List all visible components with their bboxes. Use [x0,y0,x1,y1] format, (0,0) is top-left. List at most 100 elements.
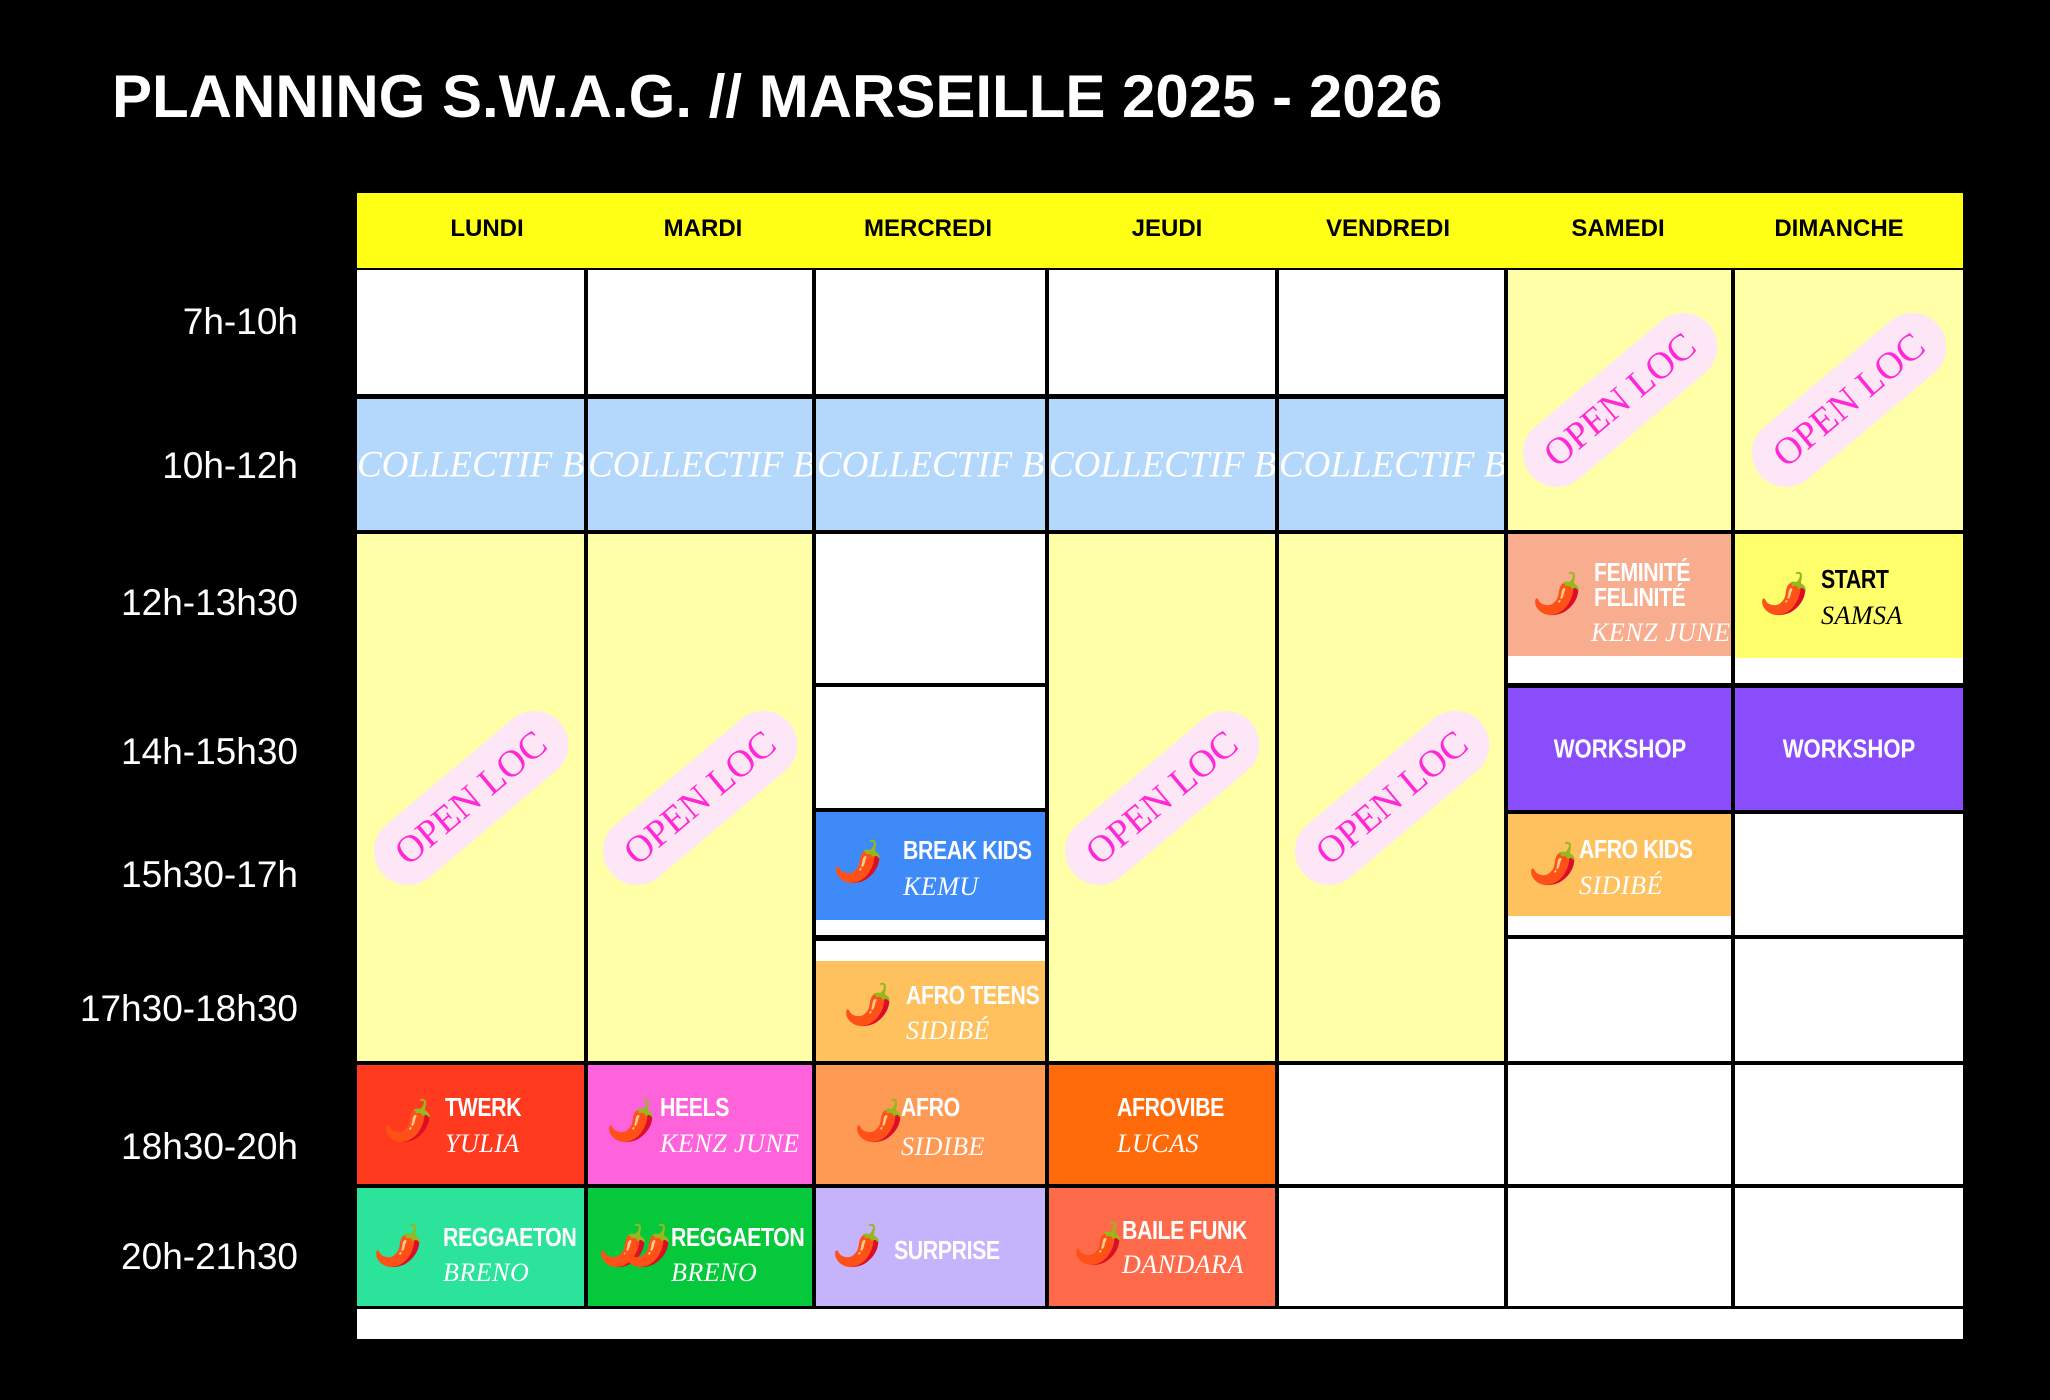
page-title: PLANNING S.W.A.G. // MARSEILLE 2025 - 20… [112,63,1443,130]
class-name: SURPRISE [894,1235,1000,1265]
teacher-name: SIDIBE [901,1132,985,1161]
open-loc-slot[interactable]: OPEN LOC [1279,534,1504,1061]
teacher-name: BRENO [443,1258,530,1287]
class-name: WORKSHOP [1553,733,1686,764]
class-twerk[interactable]: 🌶️ TWERK YULIA [357,1065,584,1184]
empty-slot [1735,1188,1963,1306]
day-header-mercredi: MERCREDI [863,215,993,242]
empty-slot [588,270,812,394]
collectif-b-slot[interactable]: COLLECTIF B [1049,399,1275,530]
hot-pepper-icon: 🌶️ [1759,572,1809,616]
time-label: 10h-12h [162,445,298,486]
class-surprise[interactable]: 🌶️ SURPRISE [816,1188,1045,1306]
time-label: 12h-13h30 [121,582,298,623]
day-header-bar [357,193,1963,268]
empty-slot [1508,939,1731,1061]
hot-pepper-icon: 🌶️ [598,1224,648,1268]
teacher-name: SIDIBÉ [906,1016,990,1045]
teacher-name: KENZ JUNE [1591,618,1731,647]
class-name: FEMINITÉ [1594,557,1691,587]
class-name: AFRO [901,1092,960,1122]
class-reggaeton[interactable]: 🌶️ REGGAETON BRENO [357,1188,584,1306]
hot-pepper-icon: 🌶️ [1532,572,1582,616]
open-loc-label: OPEN LOC [1051,696,1273,899]
class-name: HEELS [660,1092,730,1122]
collectif-b-label: COLLECTIF B [357,444,584,485]
open-loc-label: OPEN LOC [1280,696,1503,899]
hot-pepper-icon: 🌶️ [622,1224,672,1268]
empty-slot [1735,939,1963,1061]
time-label: 14h-15h30 [121,731,298,772]
hot-pepper-icon: 🌶️ [843,983,893,1027]
hot-pepper-icon: 🌶️ [833,840,883,884]
time-label: 7h-10h [182,301,298,342]
hot-pepper-icon: 🌶️ [832,1224,882,1268]
day-header-mardi: MARDI [663,215,743,242]
empty-slot [1279,1188,1504,1306]
class-name: TWERK [445,1092,522,1122]
hot-pepper-icon: 🌶️ [1528,842,1578,886]
open-loc-slot[interactable]: OPEN LOC [588,534,812,1061]
class-heels[interactable]: 🌶️ HEELS KENZ JUNE [588,1065,812,1184]
open-loc-label: OPEN LOC [589,696,811,899]
empty-slot [1508,1065,1731,1184]
collectif-b-label: COLLECTIF B [816,444,1045,485]
hot-pepper-icon: 🌶️ [606,1099,656,1143]
class-name: BAILE FUNK [1122,1215,1247,1245]
day-header-jeudi: JEUDI [1131,215,1203,242]
time-label: 17h30-18h30 [79,988,298,1029]
empty-slot [1049,270,1275,394]
class-name: START [1821,564,1889,594]
empty-slot [816,270,1045,394]
collectif-b-slot[interactable]: COLLECTIF B [816,399,1045,530]
collectif-b-label: COLLECTIF B [1279,444,1504,485]
teacher-name: YULIA [445,1129,520,1158]
class-afro[interactable]: 🌶️ AFRO SIDIBE [816,1065,1045,1184]
collectif-b-label: COLLECTIF B [1049,444,1275,485]
class-break-kids[interactable]: 🌶️ BREAK KIDS KEMU [816,812,1045,920]
empty-slot [1735,1065,1963,1184]
class-afro-teens[interactable]: 🌶️ AFRO TEENS SIDIBÉ [816,961,1045,1061]
class-baile-funk[interactable]: 🌶️ BAILE FUNK DANDARA [1049,1188,1275,1306]
teacher-name: DANDARA [1122,1250,1244,1279]
open-loc-label: OPEN LOC [1738,299,1960,501]
class-name: AFROVIBE [1117,1092,1224,1122]
day-header-dimanche: DIMANCHE [1774,215,1904,242]
empty-slot [816,687,1045,808]
empty-slot [357,270,584,394]
collectif-b-slot[interactable]: COLLECTIF B [1279,399,1504,530]
teacher-name: SAMSA [1821,601,1903,630]
class-name: AFRO KIDS [1579,834,1693,864]
class-workshop[interactable]: WORKSHOP [1508,688,1731,810]
open-loc-slot[interactable]: OPEN LOC [1049,534,1275,1061]
class-reggaeton[interactable]: 🌶️ 🌶️ REGGAETON BRENO [588,1188,812,1306]
collectif-b-slot[interactable]: COLLECTIF B [588,399,812,530]
teacher-name: BRENO [671,1258,758,1287]
class-afrovibe[interactable]: AFROVIBE LUCAS [1049,1065,1275,1184]
collectif-b-label: COLLECTIF B [588,444,812,485]
hot-pepper-icon: 🌶️ [1073,1222,1123,1266]
teacher-name: KEMU [903,872,979,901]
class-feminite-felinite[interactable]: 🌶️ FEMINITÉ FELINITÉ KENZ JUNE [1508,534,1731,656]
day-header-lundi: LUNDI [450,215,524,242]
class-workshop[interactable]: WORKSHOP [1735,688,1963,810]
time-label: 15h30-17h [121,854,298,895]
empty-slot [1508,1188,1731,1306]
class-start[interactable]: 🌶️ START SAMSA [1735,534,1963,658]
time-label: 18h30-20h [121,1126,298,1167]
class-name: REGGAETON [671,1222,805,1252]
class-name: WORKSHOP [1782,733,1916,764]
collectif-b-slot[interactable]: COLLECTIF B [357,399,584,530]
bottom-strip [357,1309,1963,1339]
open-loc-label: OPEN LOC [359,696,582,899]
class-afro-kids[interactable]: 🌶️ AFRO KIDS SIDIBÉ [1508,814,1731,916]
class-name: BREAK KIDS [903,835,1032,865]
hot-pepper-icon: 🌶️ [373,1224,423,1268]
class-name: AFRO TEENS [906,980,1040,1010]
empty-slot [1735,814,1963,935]
open-loc-slot[interactable]: OPEN LOC [1735,270,1963,530]
open-loc-slot[interactable]: OPEN LOC [357,534,584,1061]
hot-pepper-icon: 🌶️ [383,1099,433,1143]
hot-pepper-icon: 🌶️ [854,1099,904,1143]
open-loc-slot[interactable]: OPEN LOC [1508,270,1731,530]
